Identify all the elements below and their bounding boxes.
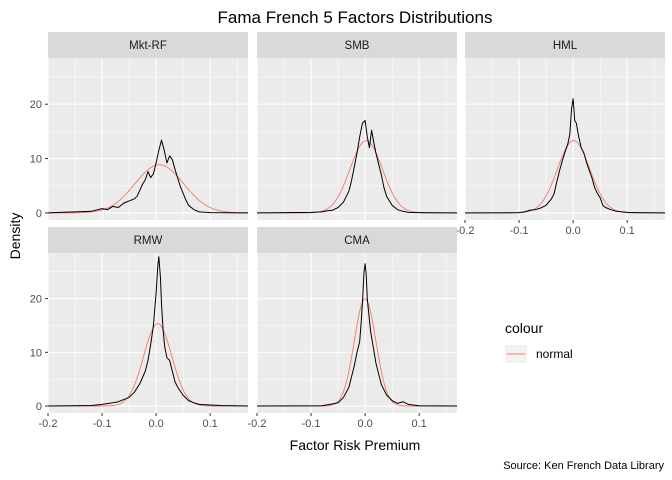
x-tick-label: 0.1: [412, 418, 427, 430]
facet-panel-smb: SMB: [256, 32, 457, 220]
facet-panel-cma: CMA -0.2 -0.1 0.0 0.1: [248, 227, 457, 430]
y-tick-label: 10: [30, 347, 42, 359]
empirical-density-line: [48, 256, 248, 407]
facet-strip-label: HML: [553, 40, 578, 52]
facet-panel-mkt-rf: Mkt-RF 0 10 20: [30, 32, 248, 220]
y-axis-title: Density: [7, 213, 23, 260]
y-tick-label: 20: [30, 99, 42, 111]
x-tick-label: -0.2: [456, 225, 475, 237]
facet-strip: [48, 32, 248, 58]
x-tick-label: -0.1: [93, 418, 112, 430]
facet-strip-label: CMA: [344, 235, 370, 247]
facet-strip: [48, 227, 248, 253]
empirical-density-line: [257, 120, 457, 214]
panel-background: [48, 58, 248, 220]
panel-background: [257, 253, 457, 413]
panel-background: [465, 58, 665, 220]
facet-strip-label: SMB: [345, 40, 370, 52]
x-axis-title: Factor Risk Premium: [290, 437, 421, 453]
x-tick-label: 0.0: [565, 225, 580, 237]
y-tick-label: 20: [30, 294, 42, 306]
x-tick-label: 0.1: [620, 225, 635, 237]
y-tick-label: 0: [36, 208, 42, 220]
x-tick-label: 0.0: [357, 418, 372, 430]
facet-panels: Mkt-RF 0 10 20 SMB HML -0.2 -0.1 0.0 0.1 RMW 0 10 20 -…: [30, 32, 665, 430]
legend-label-normal: normal: [536, 347, 573, 361]
facet-strip-label: Mkt-RF: [129, 40, 167, 52]
x-tick-label: 0.1: [203, 418, 218, 430]
normal-density-line: [48, 164, 248, 214]
facet-strip-label: RMW: [134, 235, 163, 247]
empirical-density-line: [257, 263, 457, 407]
empirical-density-line: [465, 98, 665, 214]
y-tick-label: 10: [30, 154, 42, 166]
facet-strip: [465, 32, 665, 58]
facet-panel-rmw: RMW 0 10 20 -0.2 -0.1 0.0 0.1: [30, 227, 248, 430]
chart-caption: Source: Ken French Data Library: [503, 460, 664, 472]
legend: colour normal: [505, 320, 573, 363]
panel-background: [48, 253, 248, 413]
facet-strip: [257, 227, 457, 253]
empirical-density-line: [48, 139, 248, 214]
facet-panel-hml: HML -0.2 -0.1 0.0 0.1: [456, 32, 665, 237]
y-tick-label: 0: [36, 401, 42, 413]
chart-title: Fama French 5 Factors Distributions: [218, 8, 493, 27]
x-tick-label: -0.1: [510, 225, 529, 237]
legend-title: colour: [505, 320, 543, 336]
x-tick-label: 0.0: [148, 418, 163, 430]
x-tick-label: -0.1: [302, 418, 321, 430]
facet-strip: [257, 32, 457, 58]
panel-background: [257, 58, 457, 220]
x-tick-label: -0.2: [248, 418, 267, 430]
x-tick-label: -0.2: [39, 418, 58, 430]
